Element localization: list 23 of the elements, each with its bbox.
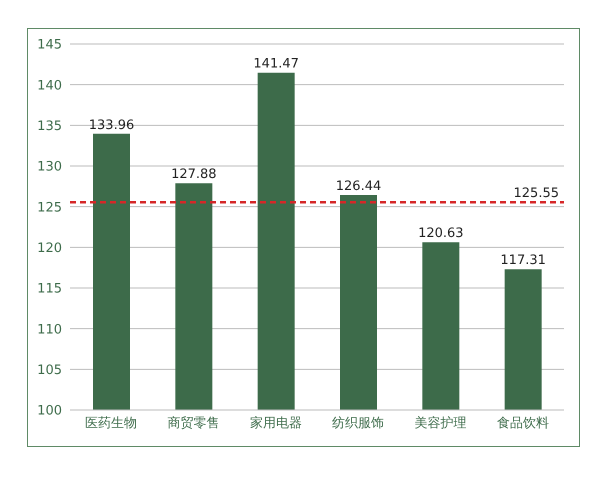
x-tick-label: 食品饮料 bbox=[496, 416, 549, 432]
x-tick-label: 医药生物 bbox=[85, 416, 138, 432]
x-tick-label: 纺织服饰 bbox=[332, 416, 384, 432]
y-tick-label: 115 bbox=[37, 282, 62, 297]
y-tick-label: 145 bbox=[37, 38, 62, 53]
y-tick-label: 125 bbox=[37, 200, 62, 216]
y-tick-label: 135 bbox=[37, 118, 62, 134]
x-tick-label: 商贸零售 bbox=[168, 416, 220, 432]
data-label: 126.44 bbox=[336, 178, 382, 194]
x-tick-label: 美容护理 bbox=[414, 415, 466, 432]
ref-line-label: 125.55 bbox=[514, 186, 559, 202]
data-label: 127.88 bbox=[171, 167, 217, 182]
x-tick-label: 家用电器 bbox=[250, 415, 302, 432]
data-label: 141.47 bbox=[253, 56, 299, 72]
data-label: 133.96 bbox=[88, 118, 134, 133]
y-tick-label: 100 bbox=[37, 404, 62, 419]
data-label: 117.31 bbox=[500, 253, 546, 268]
y-tick-label: 110 bbox=[37, 322, 62, 338]
y-tick-label: 105 bbox=[37, 362, 62, 378]
data-label: 120.63 bbox=[418, 226, 464, 242]
y-tick-label: 130 bbox=[37, 160, 62, 175]
y-tick-label: 120 bbox=[37, 240, 62, 256]
y-tick-label: 140 bbox=[37, 78, 62, 94]
